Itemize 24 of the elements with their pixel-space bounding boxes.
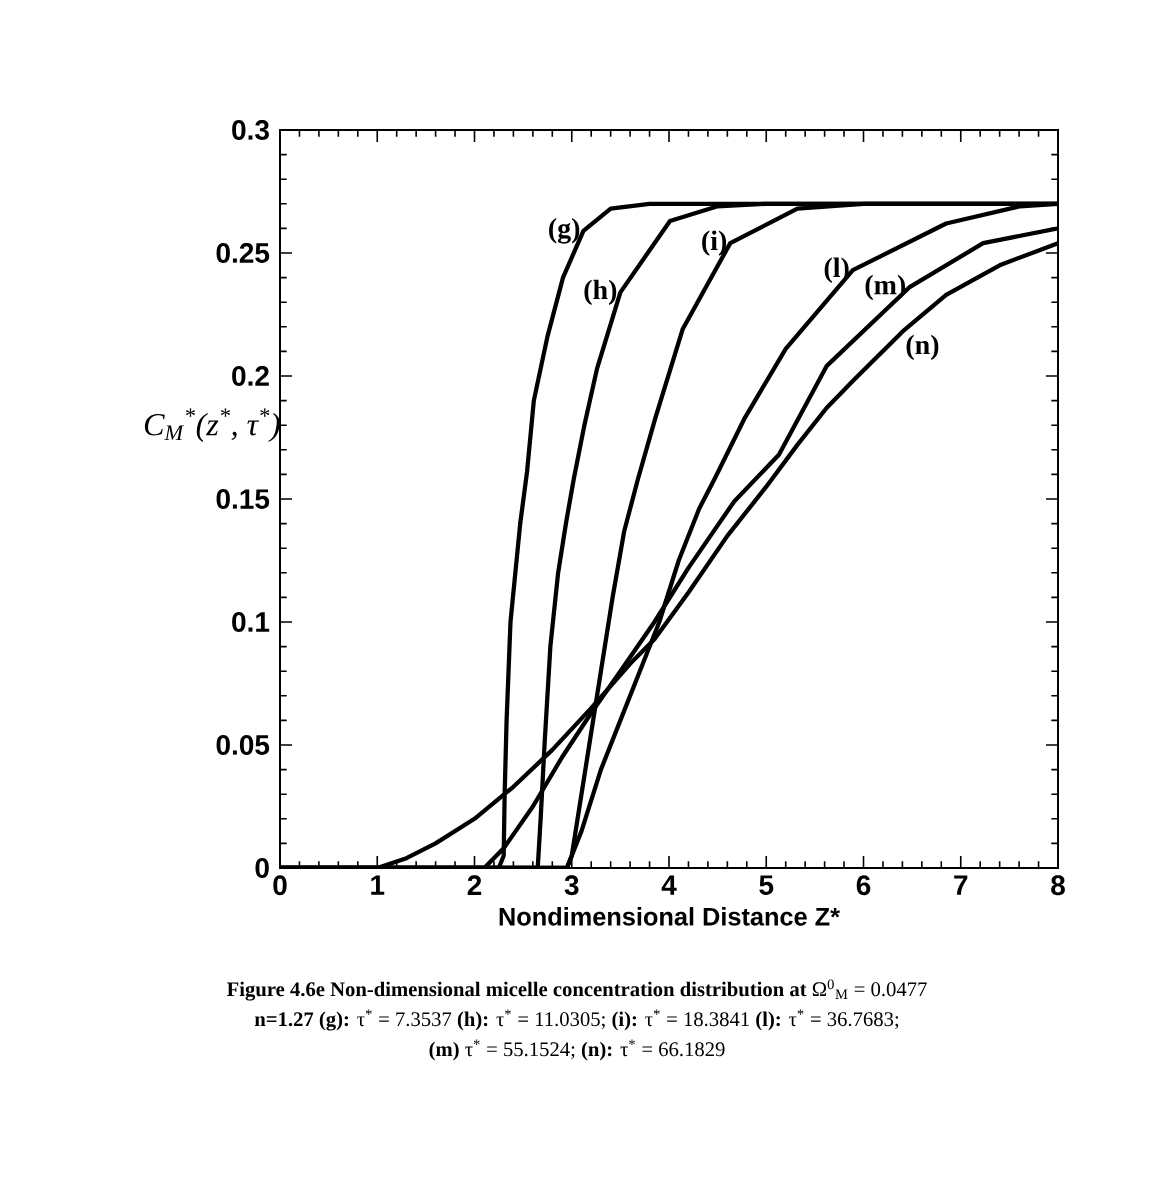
x-tick-label: 5	[759, 875, 774, 895]
y-tick-label: 0.25	[216, 243, 270, 263]
y-tick-label: 0.3	[232, 120, 269, 140]
x-tick-label: 0	[273, 875, 287, 896]
y-tick-label: 0.2	[232, 366, 269, 386]
series-label: (i)	[702, 230, 727, 256]
x-tick-label: 3	[564, 875, 579, 896]
y-tick-label: 0.15	[216, 489, 270, 509]
text: n=1.27 (g): τ$^{*}$ = 7.3537 (h): τ$^{*}$ = 11.0305; (i): τ$^{*}$ = 18.3841 (l): τ$^{*}$ = 36.7683;	[254, 1009, 899, 1031]
x-axis-title: Nondimensional Distance Z*	[499, 907, 840, 926]
x-tick-label: 1	[371, 875, 385, 895]
series-label: (h)	[584, 279, 617, 306]
series-label: (g)	[549, 218, 580, 244]
y-tick-label: 0.05	[216, 735, 270, 755]
x-tick-label: 2	[467, 875, 482, 895]
x-tick-label: 8	[1051, 875, 1065, 896]
x-tick-label: 6	[856, 875, 871, 896]
y-tick-label: 0	[255, 858, 269, 878]
y-tick-label: 0.1	[232, 612, 270, 632]
x-tick-label: 7	[954, 875, 968, 895]
text: (m) τ$^{*}$ = 55.1524; (n): τ$^{*}$ = 66.1829	[429, 1039, 725, 1061]
series-label: (n)	[906, 334, 939, 361]
x-tick-label: 4	[661, 875, 677, 895]
text: Figure 4.6e Non-dimensional micelle concentration distribution at Ω$^{0}$$_{M}$ = 0.0477	[226, 979, 927, 1001]
